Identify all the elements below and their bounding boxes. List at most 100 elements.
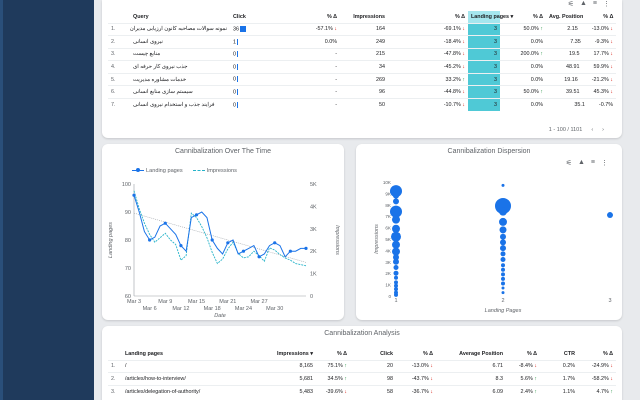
click-cell: 0 <box>230 47 254 61</box>
table-row[interactable]: 4. جذب نیروی کار حرفه ای 0 -34 -45.2% ↓ 3 0.0%… <box>108 60 616 74</box>
data-point <box>194 213 199 217</box>
filter-icon[interactable]: ≡ <box>590 159 595 166</box>
click-delta-cell: -36.7% ↓ <box>396 384 436 398</box>
x-axis-label: Landing Pages <box>485 308 522 314</box>
data-point <box>392 224 400 233</box>
avg-position-delta: -9.3% <box>594 38 609 45</box>
table-row[interactable]: 5. خدمات مشاوره مدیریت 0 -269 33.2% ↑ 3 0.0% 19… <box>108 72 616 86</box>
warning-icon[interactable]: ▲ <box>577 159 585 166</box>
legend-item-landing-pages[interactable]: Landing pages <box>132 168 183 174</box>
table-row[interactable]: 6. سیستم سازی منابع انسانی 0 -96 -44.8% ↓ 3 50… <box>108 85 616 99</box>
table-row[interactable]: 3. منابع چیست 0 -215 -47.8% ↓ 3 200.0% ↑ 19.5 17… <box>108 47 616 61</box>
col-impressions-delta[interactable]: % Δ <box>337 350 347 357</box>
warning-icon[interactable]: ▲ <box>579 0 587 7</box>
y-tick-label: 60 <box>125 294 131 300</box>
data-point <box>392 240 400 249</box>
query-cell: منابع چیست <box>130 47 230 61</box>
col-click-delta[interactable]: % Δ <box>423 350 433 357</box>
data-point <box>499 217 507 226</box>
chevron-left-icon[interactable]: ‹ <box>591 127 594 133</box>
col-click[interactable]: Click <box>233 13 246 20</box>
data-point <box>501 267 505 272</box>
data-point <box>501 263 505 268</box>
y-tick-label: 9K <box>385 191 392 196</box>
data-point <box>393 198 399 205</box>
col-average-position[interactable]: Average Position <box>459 350 503 357</box>
click-bar <box>237 76 238 83</box>
data-point <box>501 281 505 286</box>
click-bar <box>237 38 238 45</box>
col-ctr-delta[interactable]: % Δ <box>603 350 613 357</box>
arrow-down-icon: ↓ <box>608 76 613 83</box>
col-landing-pages[interactable]: Landing pages <box>125 350 164 357</box>
table-row[interactable]: 3./articles/delegation-of-authority/5,48… <box>108 384 616 398</box>
landing-page-cell: /articles/delegation-of-authority/ <box>122 384 242 398</box>
arrow-down-icon: ↓ <box>460 89 465 96</box>
col-impressions-delta[interactable]: % Δ <box>455 13 465 20</box>
sliders-icon[interactable]: ⚟ <box>565 160 572 167</box>
table-row[interactable]: 1. نمونه سوالات مصاحبه کانون ارزیابی مدیر… <box>108 22 616 36</box>
sliders-icon[interactable]: ⚟ <box>567 1 574 8</box>
col-impressions[interactable]: Impressions <box>353 13 385 20</box>
row-index: 4. <box>108 60 130 74</box>
landing-pages-cell: 3 <box>468 98 500 112</box>
click-delta-cell: - <box>292 72 340 86</box>
col-landing-delta[interactable]: % Δ <box>533 13 543 20</box>
impressions-delta-cell: -47.8% ↓ <box>388 47 468 61</box>
landing-delta-cell: 50.0% ↑ <box>500 22 546 36</box>
table-row[interactable]: 7. فرایند جذب و استخدام نیروی انسانی 0-50-… <box>108 98 616 112</box>
table-row[interactable]: 1./8,165 75.1% ↑ 20 -13.0% ↓ 6.71 -8.4% ↓ 0.2%… <box>108 359 616 373</box>
table-header-row: Landing pages Impressions ▾ % Δ Click % … <box>108 348 616 360</box>
spacer-cell <box>254 22 292 36</box>
click-delta-cell: -57.1% ↓ <box>292 22 340 36</box>
spacer-cell <box>254 60 292 74</box>
query-cell: فرایند جذب و استخدام نیروی انسانی <box>130 98 230 112</box>
col-ctr[interactable]: CTR <box>563 350 575 357</box>
more-vert-icon[interactable]: ⋮ <box>603 1 610 8</box>
data-point <box>607 212 613 219</box>
col-avg-position-delta[interactable]: % Δ <box>527 350 537 357</box>
x-tick-label: Mar 9 <box>158 299 172 305</box>
y-axis-label: Impressions <box>374 224 380 254</box>
query-table: Query Click % Δ Impressions % Δ Landing … <box>108 11 616 112</box>
col-avg-position-delta: % Δ <box>603 13 614 20</box>
ctr-delta-cell: -24.9% ↓ <box>578 359 616 373</box>
y-tick-label: 80 <box>125 238 131 244</box>
table-row[interactable]: 2./articles/how-to-interview/5,681 34.5% … <box>108 372 616 386</box>
arrow-down-icon: ↓ <box>342 388 347 395</box>
col-query[interactable]: Query <box>133 13 149 20</box>
y2-tick-label: 2K <box>310 249 317 255</box>
click-cell: 58 <box>350 384 396 398</box>
col-impressions[interactable]: Impressions ▾ <box>242 348 316 360</box>
data-point <box>501 276 505 281</box>
ctr-delta-cell: -58.2% ↓ <box>578 372 616 386</box>
arrow-down-icon: ↓ <box>460 38 465 45</box>
avg-position-cell: 19.16 -21.2% ↓ <box>546 72 616 86</box>
spacer-cell <box>254 35 292 49</box>
click-bar <box>240 26 246 33</box>
click-cell: 36 <box>230 22 254 36</box>
triangle-down-icon: ▾ <box>310 350 313 357</box>
col-click[interactable]: Click <box>380 350 393 357</box>
landing-pages-cell: 3 <box>468 47 500 61</box>
arrow-down-icon: ↓ <box>608 26 613 33</box>
avg-position-delta: 45.3% <box>593 89 609 96</box>
avg-position-cell: 8.3 <box>436 372 506 386</box>
triangle-down-icon: ▾ <box>510 13 514 20</box>
col-click-delta[interactable]: % Δ <box>327 13 337 20</box>
data-point <box>500 257 506 263</box>
data-point <box>500 251 506 257</box>
row-index: 1. <box>108 359 122 373</box>
chart2-toolbar: ⚟ ▲ ≡ ⋮ <box>566 159 608 167</box>
dispersion-chart: 0 1K 2K 3K 4K 5K 6K 7K 8K 9K 10K 1 2 3 Landing Pages Im… <box>374 180 613 314</box>
col-landing-pages[interactable]: Landing pages ▾ <box>468 11 513 23</box>
chevron-right-icon[interactable]: › <box>602 127 604 133</box>
table-row[interactable]: 2. نیروی انسانی 1 0.0% 249 -18.4% ↓ 3 0.0% 7.35-… <box>108 35 616 49</box>
avg-position-delta: -21.2% <box>591 76 609 83</box>
col-avg-position[interactable]: Avg. Position % Δ <box>546 11 616 23</box>
click-delta-cell: - <box>292 98 340 112</box>
filter-icon[interactable]: ≡ <box>592 0 597 7</box>
more-vert-icon[interactable]: ⋮ <box>601 160 608 167</box>
legend-item-impressions[interactable]: Impressions <box>192 168 237 174</box>
y-tick-label: 2K <box>385 271 392 276</box>
